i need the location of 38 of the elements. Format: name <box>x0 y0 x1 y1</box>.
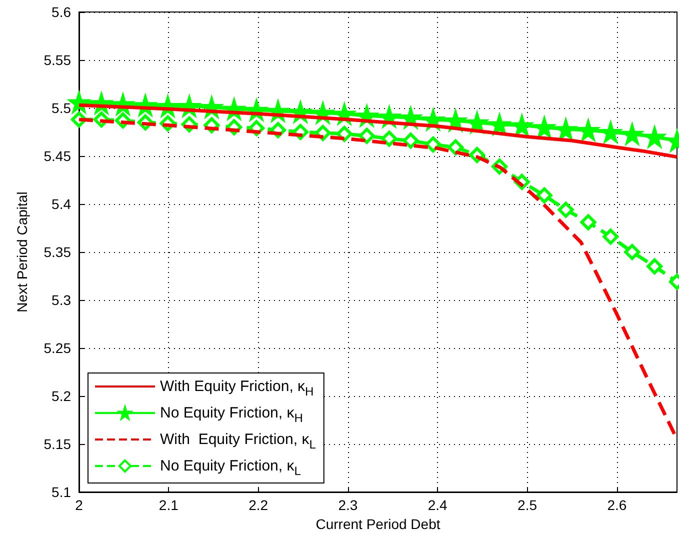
point <box>425 136 442 152</box>
point <box>554 118 578 141</box>
x-tick-label: 2.1 <box>158 497 179 513</box>
point <box>381 130 398 147</box>
x-tick-label: 2.5 <box>518 497 538 513</box>
point <box>643 125 666 148</box>
point <box>558 202 574 218</box>
point <box>448 139 464 156</box>
x-tick-label: 2.6 <box>607 497 627 513</box>
point <box>602 228 619 245</box>
y-tick-label: 5.4 <box>52 196 72 212</box>
y-tick-label: 5.1 <box>52 484 72 500</box>
point <box>620 122 644 146</box>
y-tick-label: 5.3 <box>52 292 72 308</box>
y-tick-label: 5.45 <box>44 148 72 164</box>
point <box>576 118 600 142</box>
point <box>358 128 375 144</box>
point <box>532 116 556 139</box>
point <box>646 258 663 274</box>
y-tick-label: 5.55 <box>44 52 72 68</box>
x-tick-label: 2.3 <box>338 497 358 513</box>
y-tick-label: 5.25 <box>44 340 72 356</box>
y-tick-label: 5.2 <box>52 388 72 404</box>
point <box>624 244 640 260</box>
point <box>536 187 552 204</box>
x-tick-label: 2 <box>75 497 84 513</box>
point <box>599 120 622 144</box>
y-axis-title: Next Period Capital <box>14 192 30 312</box>
x-tick-label: 2.2 <box>248 497 268 513</box>
point <box>510 114 534 137</box>
point <box>580 214 596 230</box>
y-tick-label: 5.35 <box>44 244 72 260</box>
x-tick-label: 2.4 <box>428 497 448 513</box>
point <box>402 132 419 149</box>
y-tick-label: 5.5 <box>52 100 72 116</box>
y-tick-label: 5.6 <box>52 4 72 20</box>
x-axis-title: Current Period Debt <box>316 516 440 532</box>
y-tick-label: 5.15 <box>44 436 72 452</box>
